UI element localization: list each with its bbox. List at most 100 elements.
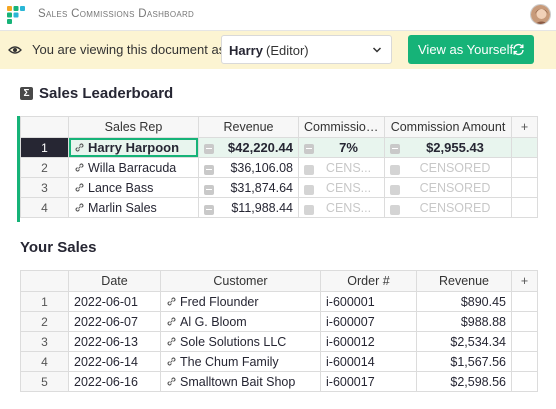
censored-chip-icon [304, 184, 314, 195]
cell-customer[interactable]: Smalltown Bait Shop [160, 371, 321, 392]
table-row[interactable]: 3 Lance Bass $31,874.64 CENS... CENSORED [20, 177, 538, 198]
cell-order[interactable]: i-600012 [320, 331, 417, 352]
cell-revenue[interactable]: $2,534.34 [416, 331, 512, 352]
table-row[interactable]: 4 Marlin Sales $11,988.44 CENS... CENSOR… [20, 197, 538, 218]
table-row[interactable]: 5 2022-06-16 Smalltown Bait Shop i-60001… [20, 371, 538, 392]
cell-customer[interactable]: Al G. Bloom [160, 311, 321, 332]
app-logo-icon[interactable] [7, 6, 25, 24]
table-row[interactable]: 2 Willa Barracuda $36,106.08 CENS... CEN… [20, 157, 538, 178]
view-as-user-select[interactable]: Harry (Editor) [221, 35, 392, 64]
cell-order[interactable]: i-600007 [320, 311, 417, 332]
cell-revenue[interactable]: $2,598.56 [416, 371, 512, 392]
cell-order[interactable]: i-600014 [320, 351, 417, 372]
row-number[interactable]: 4 [20, 197, 69, 218]
cell-revenue[interactable]: $1,567.56 [416, 351, 512, 372]
cell-commission-rate[interactable]: CENS... [298, 177, 385, 198]
cell-commission-amount[interactable]: CENSORED [384, 157, 512, 178]
commission-amount-value: CENSORED [419, 200, 491, 215]
column-header-revenue[interactable]: Revenue [198, 116, 299, 138]
table-row[interactable]: 1 2022-06-01 Fred Flounder i-600001 $890… [20, 291, 538, 312]
row-number[interactable]: 2 [20, 311, 69, 332]
row-number[interactable]: 2 [20, 157, 69, 178]
table-row[interactable]: 1 Harry Harpoon $42,220.44 7% $2,955.43 [20, 137, 538, 158]
table-row[interactable]: 3 2022-06-13 Sole Solutions LLC i-600012… [20, 331, 538, 352]
cell-revenue[interactable]: $36,106.08 [198, 157, 299, 178]
view-as-yourself-label: View as Yourself [418, 42, 514, 57]
cell-commission-rate[interactable]: 7% [298, 137, 385, 158]
censored-chip-icon [304, 164, 314, 175]
cell-empty[interactable] [511, 197, 538, 218]
cell-date[interactable]: 2022-06-01 [68, 291, 161, 312]
table-row[interactable]: 2 2022-06-07 Al G. Bloom i-600007 $988.8… [20, 311, 538, 332]
row-number[interactable]: 1 [20, 291, 69, 312]
eye-icon [8, 46, 22, 54]
document-title[interactable]: Sales Commissions Dashboard [38, 8, 195, 20]
commission-amount-value: CENSORED [419, 180, 491, 195]
add-column-button[interactable]: + [511, 270, 538, 292]
row-number[interactable]: 1 [20, 137, 69, 158]
commission-amount-value: $2,955.43 [426, 140, 484, 155]
row-number[interactable]: 3 [20, 177, 69, 198]
cell-customer[interactable]: Fred Flounder [160, 291, 321, 312]
cell-empty[interactable] [511, 351, 538, 372]
cell-revenue[interactable]: $988.88 [416, 311, 512, 332]
cell-order[interactable]: i-600001 [320, 291, 417, 312]
cell-empty[interactable] [511, 157, 538, 178]
cell-date[interactable]: 2022-06-14 [68, 351, 161, 372]
leaderboard-header-row: Sales Rep Revenue Commission ... Commiss… [20, 116, 538, 138]
table-corner[interactable] [20, 116, 69, 138]
cell-revenue[interactable]: $11,988.44 [198, 197, 299, 218]
cell-empty[interactable] [511, 331, 538, 352]
cell-sales-rep[interactable]: Lance Bass [68, 177, 199, 198]
cell-commission-rate[interactable]: CENS... [298, 157, 385, 178]
user-avatar[interactable] [530, 4, 551, 25]
column-header-commission-rate[interactable]: Commission ... [298, 116, 385, 138]
column-header-revenue[interactable]: Revenue [416, 270, 512, 292]
cell-revenue[interactable]: $42,220.44 [198, 137, 299, 158]
table-corner[interactable] [20, 270, 69, 292]
cell-empty[interactable] [511, 371, 538, 392]
view-as-yourself-button[interactable]: View as Yourself [408, 35, 534, 64]
column-header-date[interactable]: Date [68, 270, 161, 292]
add-column-button[interactable]: + [511, 116, 538, 138]
cell-date[interactable]: 2022-06-07 [68, 311, 161, 332]
cell-customer[interactable]: The Chum Family [160, 351, 321, 372]
cell-order[interactable]: i-600017 [320, 371, 417, 392]
cell-customer[interactable]: Sole Solutions LLC [160, 331, 321, 352]
summary-table-icon: Σ [20, 87, 33, 100]
cell-empty[interactable] [511, 291, 538, 312]
cell-revenue[interactable]: $31,874.64 [198, 177, 299, 198]
column-header-order[interactable]: Order # [320, 270, 417, 292]
formula-chip-icon [204, 184, 214, 195]
row-number[interactable]: 4 [20, 351, 69, 372]
row-number[interactable]: 5 [20, 371, 69, 392]
cell-revenue[interactable]: $890.45 [416, 291, 512, 312]
cell-sales-rep[interactable]: Harry Harpoon [68, 137, 199, 158]
censored-chip-icon [390, 164, 400, 175]
column-header-sales-rep[interactable]: Sales Rep [68, 116, 199, 138]
cell-empty[interactable] [511, 137, 538, 158]
cell-empty[interactable] [511, 311, 538, 332]
cell-sales-rep[interactable]: Marlin Sales [68, 197, 199, 218]
cell-date[interactable]: 2022-06-16 [68, 371, 161, 392]
cell-commission-amount[interactable]: CENSORED [384, 177, 512, 198]
column-header-customer[interactable]: Customer [160, 270, 321, 292]
row-number[interactable]: 3 [20, 331, 69, 352]
customer-name: Sole Solutions LLC [180, 334, 287, 349]
cell-empty[interactable] [511, 177, 538, 198]
cell-commission-rate[interactable]: CENS... [298, 197, 385, 218]
view-as-banner: You are viewing this document as Harry (… [0, 31, 556, 69]
cell-date[interactable]: 2022-06-13 [68, 331, 161, 352]
link-icon [75, 182, 84, 192]
table-row[interactable]: 4 2022-06-14 The Chum Family i-600014 $1… [20, 351, 538, 372]
revenue-value: $42,220.44 [227, 140, 293, 155]
link-icon [75, 143, 84, 152]
cell-commission-amount[interactable]: CENSORED [384, 197, 512, 218]
revenue-value: $11,988.44 [231, 200, 293, 215]
revenue-value: $31,874.64 [230, 180, 293, 195]
column-header-commission-amount[interactable]: Commission Amount [384, 116, 512, 138]
cell-commission-amount[interactable]: $2,955.43 [384, 137, 512, 158]
cell-sales-rep[interactable]: Willa Barracuda [68, 157, 199, 178]
avatar-icon [531, 5, 550, 24]
sales-rep-name: Willa Barracuda [88, 160, 177, 175]
